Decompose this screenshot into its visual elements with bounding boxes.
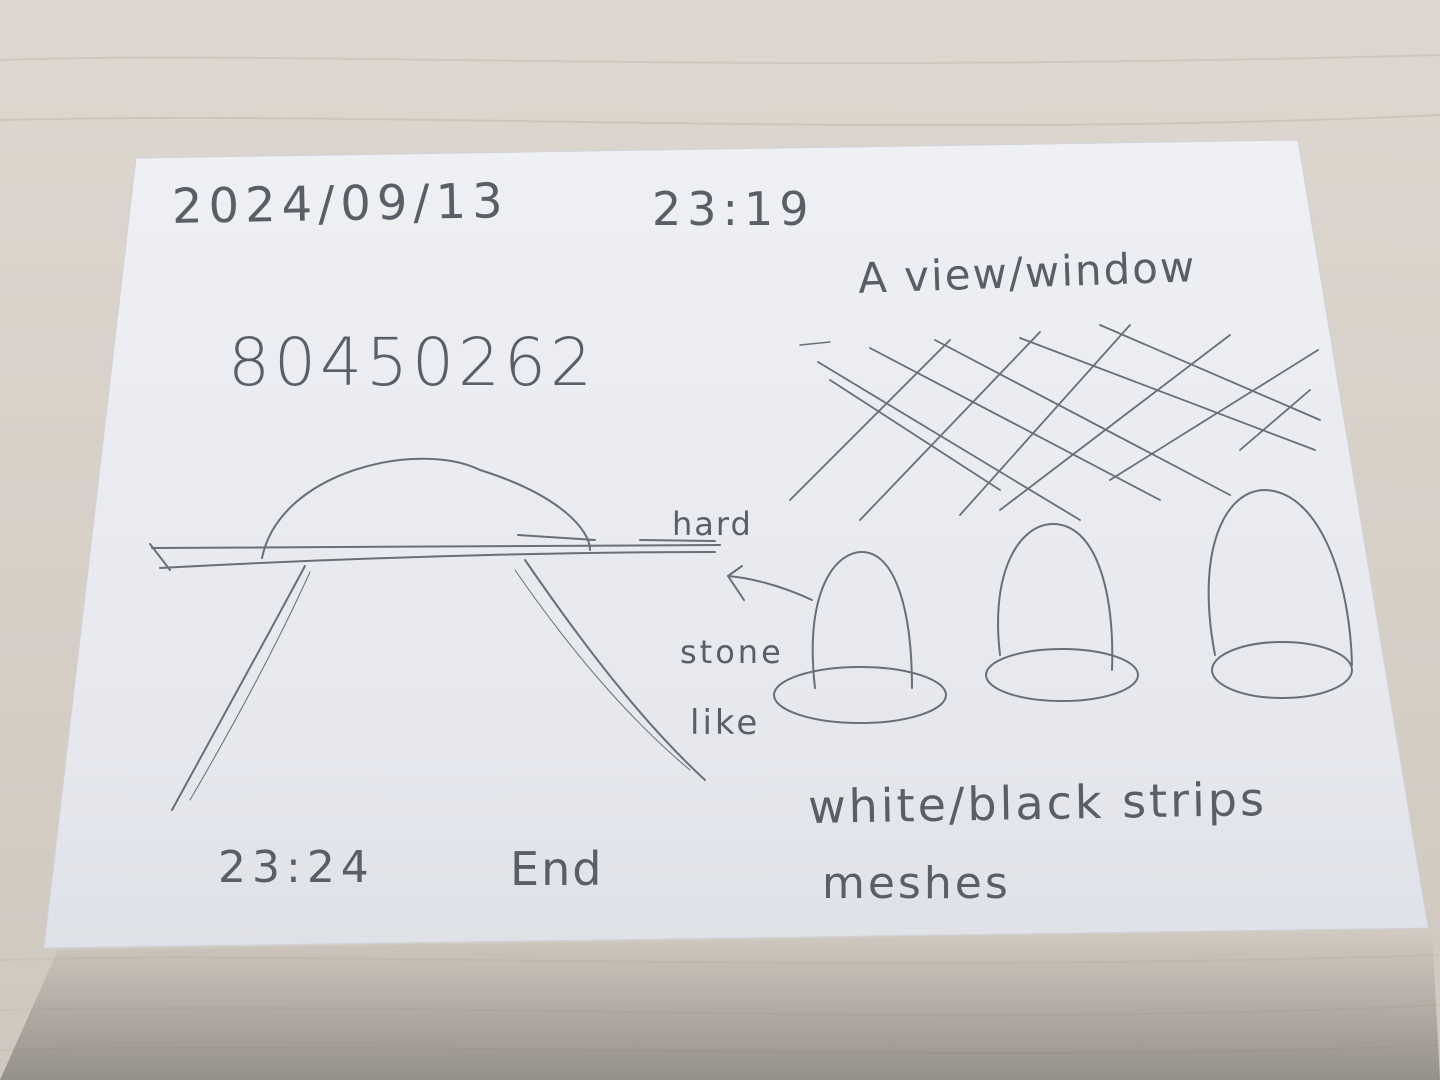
- note-like-label: like: [690, 703, 761, 743]
- date-underline-stroke: [799, 341, 831, 346]
- egg-1: [811, 550, 913, 689]
- right-leg-shadow: [514, 569, 691, 771]
- left-leg: [171, 565, 306, 811]
- egg-2-base: [985, 648, 1139, 702]
- mesh-grid: [789, 324, 1321, 521]
- dome-inner-edge: [517, 534, 596, 541]
- note-date: 2024/09/13: [171, 173, 510, 235]
- note-view-label: A view/window: [857, 242, 1198, 303]
- ground-line-top: [151, 544, 721, 549]
- note-code: 80450262: [228, 324, 596, 401]
- note-end-time: 23:24: [218, 842, 375, 893]
- right-leg: [524, 559, 706, 781]
- stone-egg-shapes: [773, 488, 1353, 724]
- paper: [43, 139, 1429, 949]
- left-leg-shadow: [189, 571, 311, 801]
- egg-3-base: [1211, 641, 1353, 699]
- note-start-time: 23:19: [652, 182, 815, 236]
- note-stone-label: stone: [680, 633, 784, 671]
- egg-2: [997, 522, 1114, 671]
- arrow-head: [726, 565, 745, 601]
- ground-line-bottom: [159, 551, 716, 569]
- note-strips-label: white/black strips: [807, 771, 1268, 835]
- paper-shadow: [0, 930, 1440, 1080]
- ground-line-end: [149, 543, 171, 571]
- note-meshes-label: meshes: [822, 858, 1011, 909]
- pencil-sketch: [149, 324, 1353, 811]
- egg-3: [1207, 488, 1353, 666]
- note-end-label: End: [510, 842, 604, 896]
- egg-1-base: [773, 666, 947, 724]
- note-hard-label: hard: [672, 505, 753, 543]
- dome-outline: [261, 457, 591, 559]
- hard-underline: [639, 539, 716, 542]
- arrow-shaft: [727, 575, 813, 601]
